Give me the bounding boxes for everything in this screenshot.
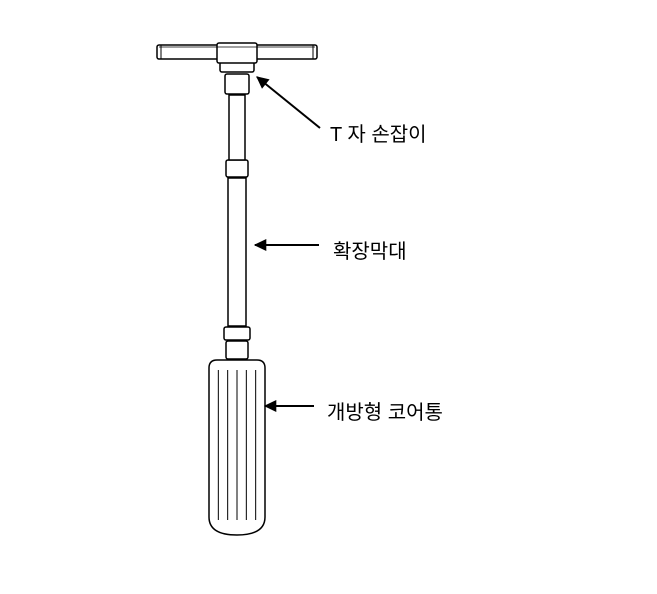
label-barrel: 개방형 코어통 — [327, 396, 443, 425]
label-rod: 확장막대 — [333, 235, 407, 264]
label-handle: T 자 손잡이 — [330, 118, 427, 147]
device-diagram — [0, 0, 657, 589]
diagram-container: T 자 손잡이 확장막대 개방형 코어통 — [0, 0, 657, 589]
